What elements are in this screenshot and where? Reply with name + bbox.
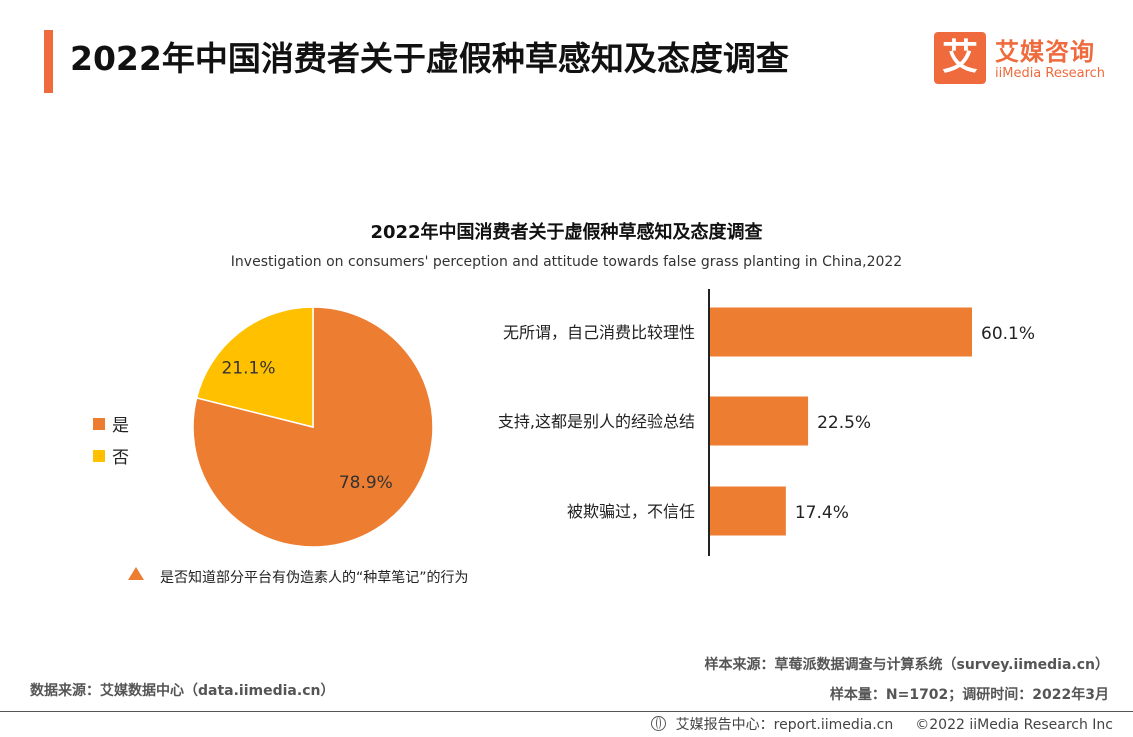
bar-value-label: 17.4%	[795, 503, 849, 523]
triangle-icon	[128, 567, 144, 580]
pie-data-label: 21.1%	[221, 358, 275, 378]
sample-source: 样本来源：草莓派数据调查与计算系统（survey.iimedia.cn）	[704, 657, 1109, 673]
footer: 艾媒报告中心：report.iimedia.cn ©2022 iiMedia Re…	[650, 714, 1113, 734]
pie-question-note: 是否知道部分平台有伪造素人的“种草笔记”的行为	[160, 569, 469, 586]
legend-label: 否	[112, 448, 129, 468]
pie-slice-2	[195, 306, 314, 428]
logo-mark: 艾	[934, 32, 986, 84]
bar-category-label: 支持,这都是别人的经验总结	[498, 412, 695, 431]
data-source: 数据来源：艾媒数据中心（data.iimedia.cn）	[30, 683, 335, 699]
title-accent-bar	[44, 30, 53, 93]
footer-divider	[0, 711, 1133, 712]
logo-english-name: iiMedia Research	[995, 66, 1106, 81]
legend-swatch	[93, 450, 105, 462]
iimedia-logo: 艾 艾媒咨询 iiMedia Research	[934, 32, 1119, 88]
globe-icon	[650, 716, 666, 731]
copyright: ©2022 iiMedia Research Inc	[915, 717, 1113, 733]
bar-3	[710, 486, 786, 536]
sample-size-and-date: 样本量：N=1702；调研时间：2022年3月	[829, 687, 1109, 703]
legend-swatch	[93, 418, 105, 430]
bar-value-label: 60.1%	[981, 324, 1035, 344]
legend-label: 是	[112, 416, 129, 436]
page-title: 2022年中国消费者关于虚假种草感知及态度调查	[70, 39, 789, 78]
bar-category-label: 无所谓，自己消费比较理性	[503, 323, 695, 342]
bar-1	[710, 307, 972, 357]
logo-chinese-name: 艾媒咨询	[995, 38, 1095, 66]
chart-subtitle: Investigation on consumers' perception a…	[230, 254, 903, 270]
bar-value-label: 22.5%	[817, 413, 871, 433]
chart-title: 2022年中国消费者关于虚假种草感知及态度调查	[370, 222, 763, 243]
bar-category-label: 被欺骗过，不信任	[567, 502, 695, 521]
report-center-link[interactable]: 艾媒报告中心：report.iimedia.cn	[675, 717, 894, 733]
pie-data-label: 78.9%	[339, 473, 393, 493]
bar-2	[710, 396, 809, 446]
